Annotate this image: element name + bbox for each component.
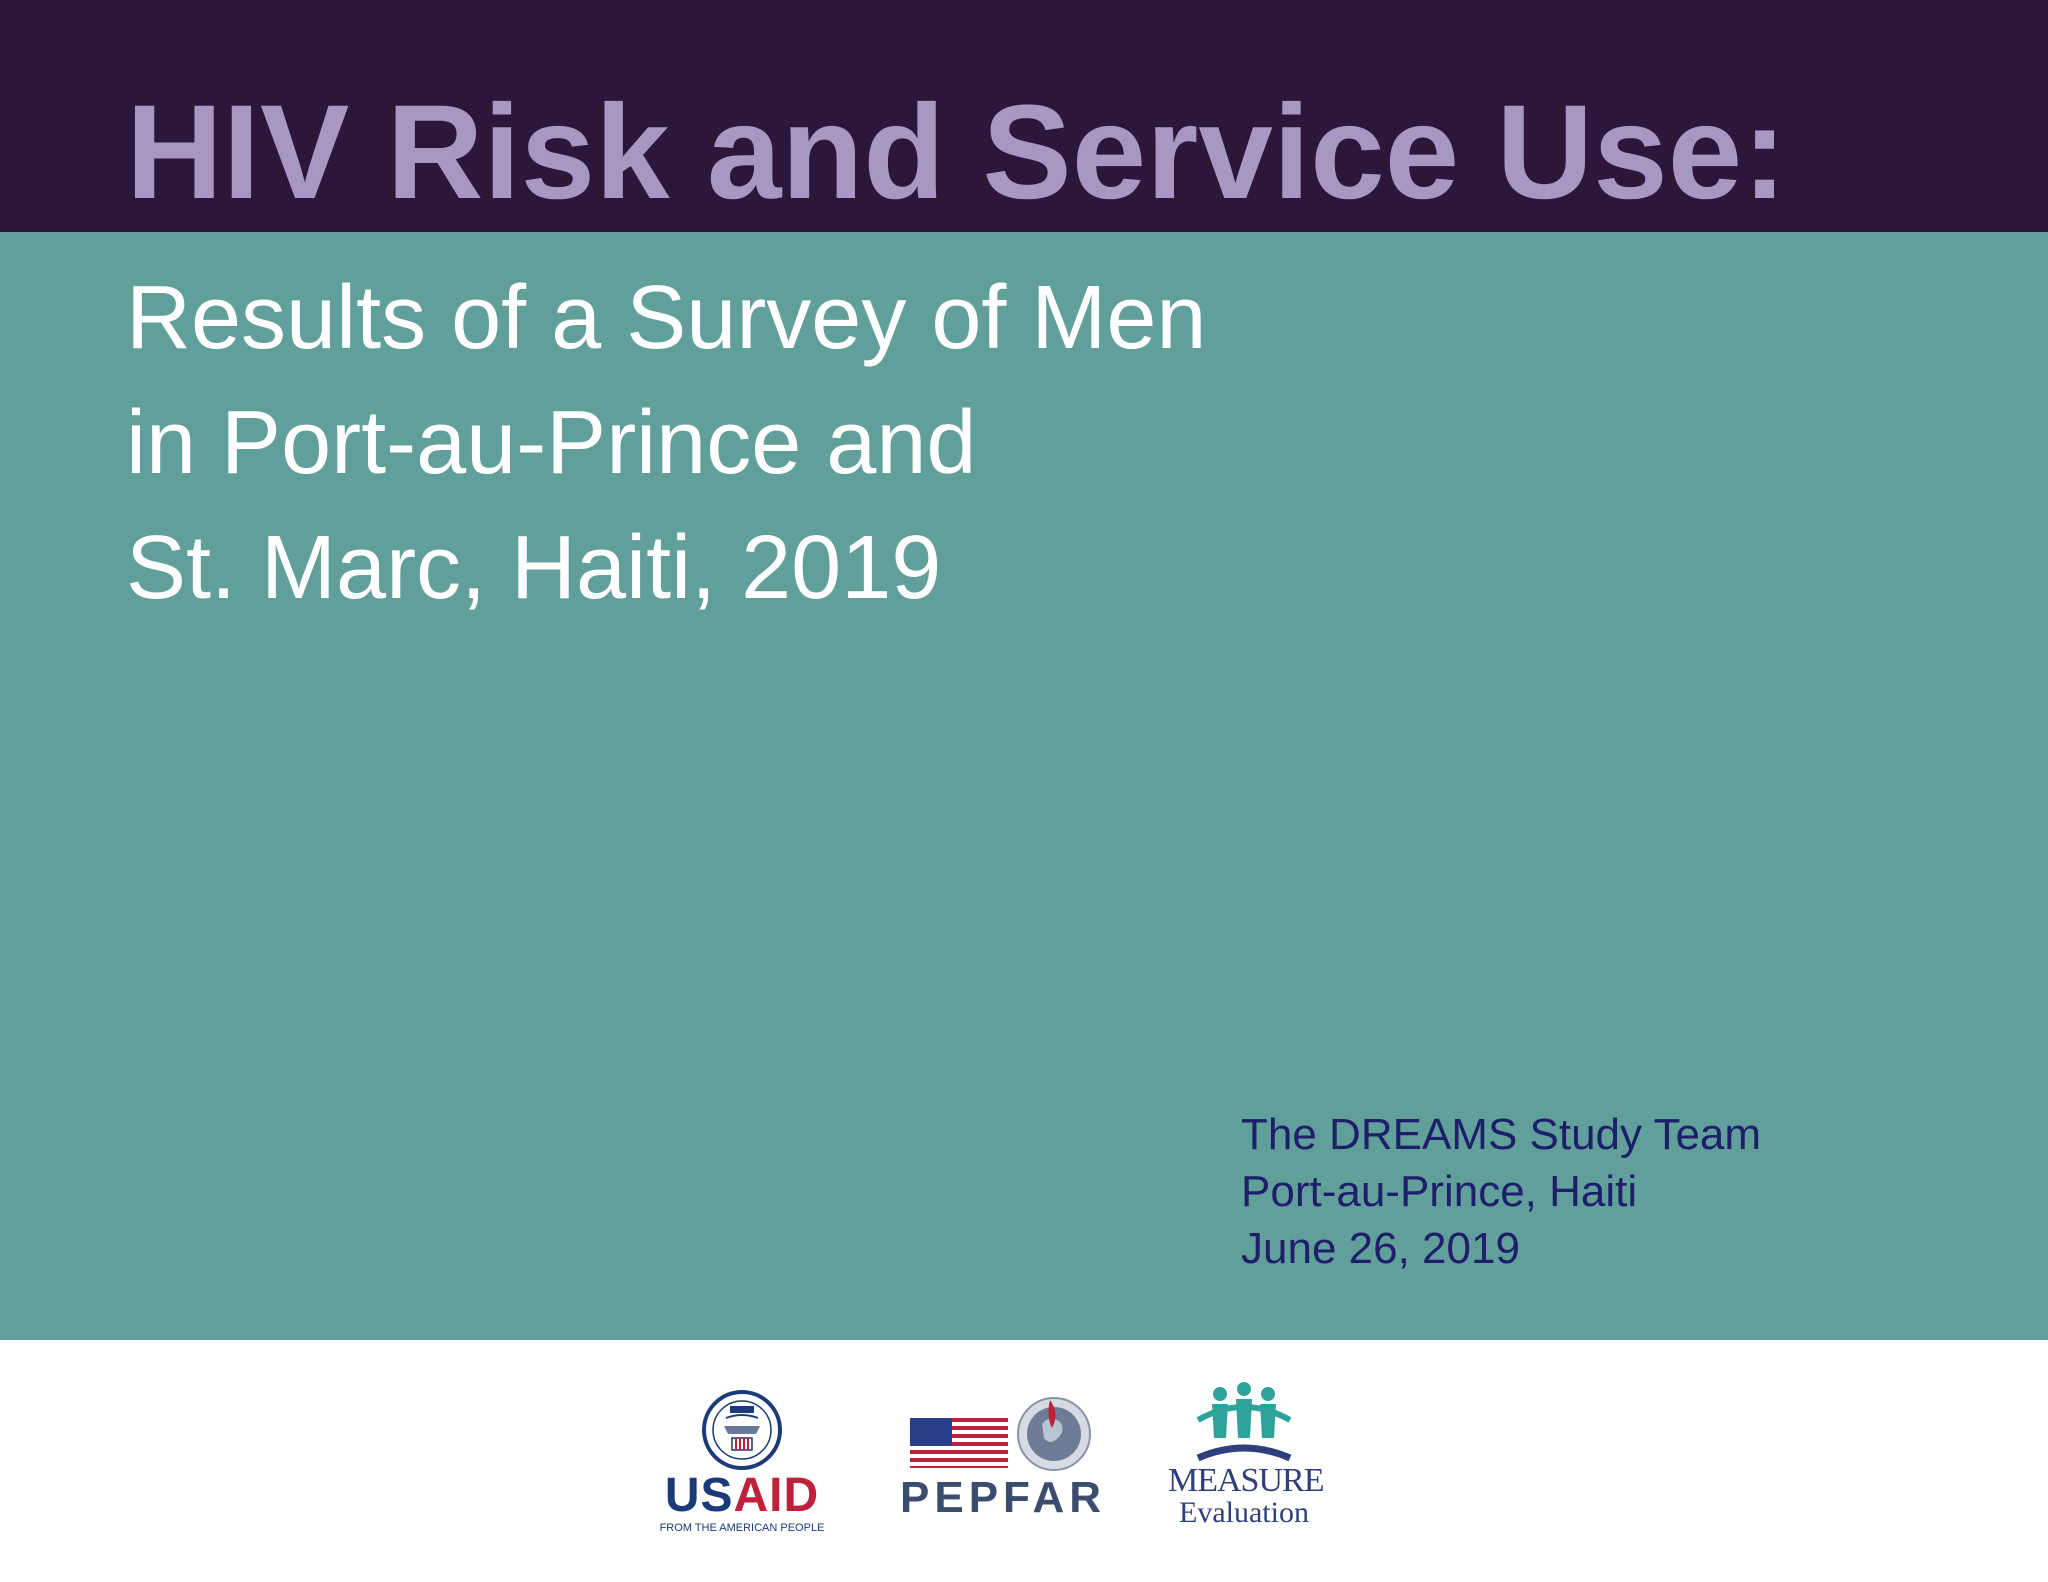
subtitle-line: St. Marc, Haiti, 2019 xyxy=(126,518,942,618)
measure-evaluation-wordmark: Evaluation xyxy=(1179,1496,1309,1529)
usaid-logo: USAID FROM THE AMERICAN PEOPLE xyxy=(654,1388,830,1534)
subtitle-line: in Port-au-Prince and xyxy=(126,393,977,493)
pepfar-wordmark: PEPFAR xyxy=(900,1473,1107,1522)
measure-wordmark: MEASURE xyxy=(1168,1462,1324,1499)
measure-people-icon xyxy=(1196,1382,1292,1462)
subtitle-line: Results of a Survey of Men xyxy=(126,268,1207,368)
byline-author: The DREAMS Study Team xyxy=(1241,1110,1762,1159)
usaid-tagline: FROM THE AMERICAN PEOPLE xyxy=(659,1522,825,1534)
pepfar-logo: PEPFAR xyxy=(900,1394,1107,1524)
slide-subtitle: Results of a Survey of Men in Port-au-Pr… xyxy=(126,256,1206,631)
pepfar-flag-globe-icon xyxy=(910,1397,1091,1471)
usaid-seal-icon xyxy=(702,1390,782,1470)
byline: The DREAMS Study Team Port-au-Prince, Ha… xyxy=(1241,1106,1761,1277)
slide-title: HIV Risk and Service Use: xyxy=(126,78,1787,227)
content-band xyxy=(0,232,2048,1340)
usaid-wordmark-aid: AID xyxy=(733,1469,820,1522)
logo-footer xyxy=(0,1340,2048,1582)
byline-date: June 26, 2019 xyxy=(1241,1224,1520,1273)
header-band xyxy=(0,0,2048,232)
measure-evaluation-logo: MEASURE Evaluation xyxy=(1168,1380,1324,1532)
byline-location: Port-au-Prince, Haiti xyxy=(1241,1167,1638,1216)
usaid-wordmark-us: US xyxy=(664,1469,734,1522)
usaid-wordmark: USAID xyxy=(654,1472,830,1520)
